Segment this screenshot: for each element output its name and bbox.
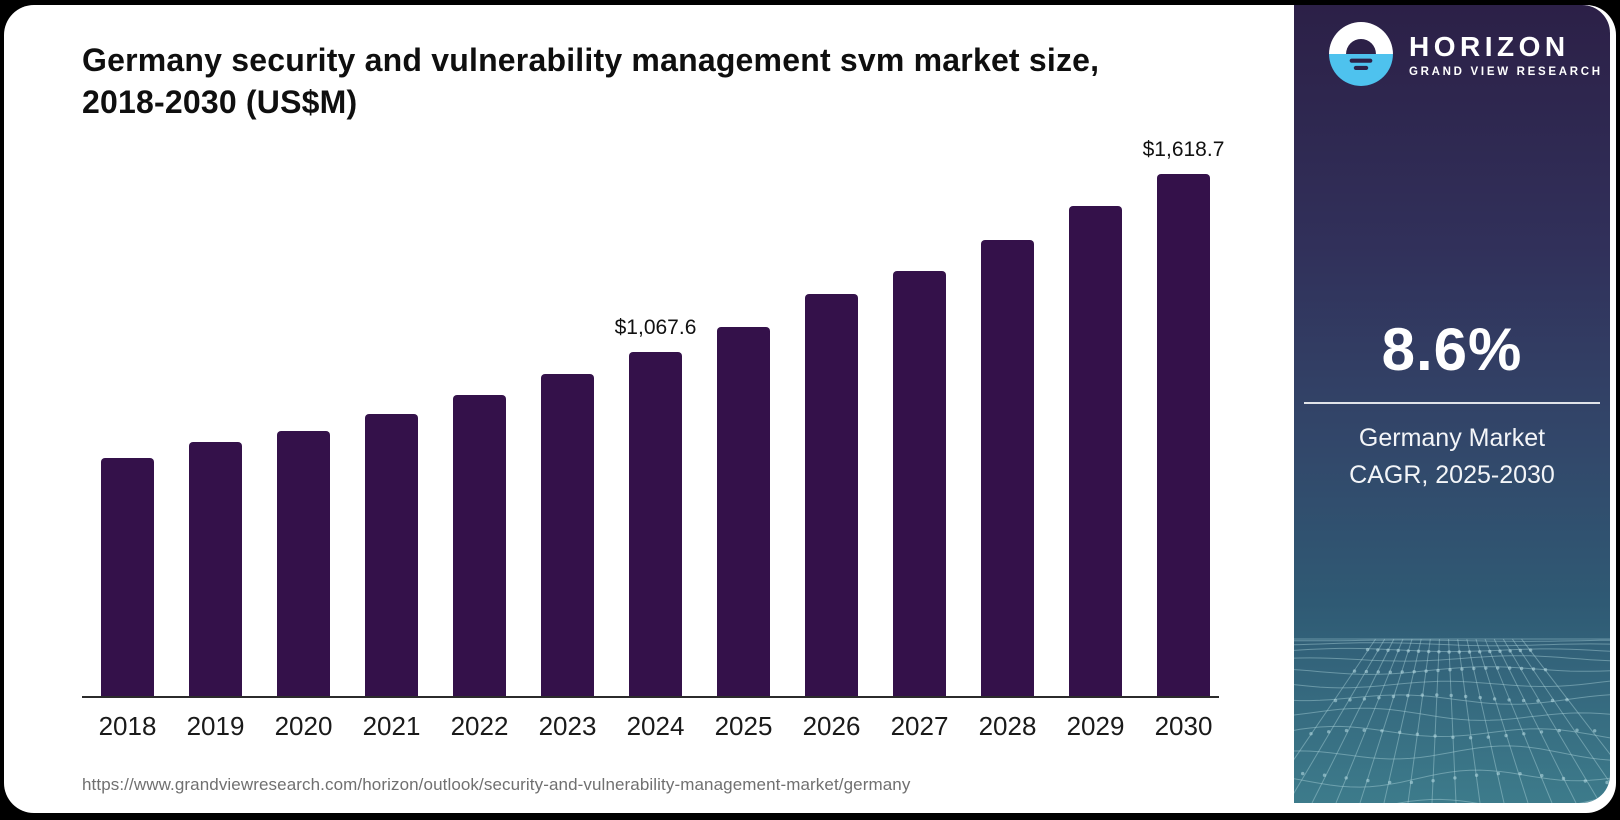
- bar-2021: [365, 414, 418, 697]
- bar-2024: [629, 352, 682, 697]
- bar-2027: [893, 271, 946, 697]
- cagr-stat-block: 8.6% Germany Market CAGR, 2025-2030: [1294, 315, 1610, 494]
- x-tick-2028: 2028: [978, 711, 1037, 741]
- bar-column-2029: [1069, 174, 1122, 697]
- bar-2022: [453, 395, 506, 697]
- infographic-card: Germany security and vulnerability manag…: [4, 5, 1616, 813]
- bar-column-2019: [189, 174, 242, 697]
- brand-logo-row: HORIZON GRAND VIEW RESEARCH: [1328, 21, 1603, 87]
- source-url: https://www.grandviewresearch.com/horizo…: [82, 775, 911, 794]
- x-tick-2026: 2026: [802, 711, 861, 741]
- brand-panel: HORIZON GRAND VIEW RESEARCH 8.6% Germany…: [1294, 5, 1610, 803]
- x-tick-2027: 2027: [890, 711, 949, 741]
- bar-2026: [805, 294, 858, 697]
- brand-name: HORIZON: [1409, 30, 1570, 62]
- bar-column-2030: $1,618.7: [1143, 138, 1224, 697]
- bar-2020: [277, 431, 330, 697]
- bar-column-2020: [277, 174, 330, 697]
- x-tick-2029: 2029: [1066, 711, 1125, 741]
- x-tick-2019: 2019: [186, 711, 245, 741]
- bar-column-2026: [805, 174, 858, 697]
- bar-2019: [189, 442, 242, 697]
- bar-column-2024: $1,067.6: [615, 174, 696, 697]
- bar-chart: $1,067.6 $1,618.7: [101, 138, 1224, 697]
- wireframe-mesh-decoration: [1294, 638, 1610, 803]
- cagr-value: 8.6%: [1381, 316, 1523, 383]
- cagr-label-line1: Germany Market: [1358, 424, 1546, 452]
- bar-column-2022: [453, 174, 506, 697]
- x-tick-2024: 2024: [626, 711, 685, 741]
- x-axis-labels: 2018 2019 2020 2021 2022 2023 2024 2025 2026 2027…: [98, 711, 1213, 742]
- brand-subtitle: GRAND VIEW RESEARCH: [1409, 65, 1603, 78]
- bar-column-2025: [717, 174, 770, 697]
- bar-column-2018: [101, 174, 154, 697]
- cagr-label-line2: CAGR, 2025-2030: [1349, 461, 1555, 489]
- x-tick-2020: 2020: [274, 711, 333, 741]
- chart-title: Germany security and vulnerability manag…: [82, 42, 1100, 120]
- x-tick-2025: 2025: [714, 711, 773, 741]
- x-tick-2030: 2030: [1154, 711, 1213, 741]
- brand-text: HORIZON GRAND VIEW RESEARCH: [1409, 31, 1603, 78]
- horizon-sunrise-icon: [1329, 22, 1393, 86]
- bar-column-2028: [981, 174, 1034, 697]
- x-tick-2018: 2018: [98, 711, 157, 741]
- x-tick-2022: 2022: [450, 711, 509, 741]
- x-tick-2021: 2021: [362, 711, 421, 741]
- data-label-2024: $1,067.6: [614, 316, 697, 339]
- bar-2025: [717, 327, 770, 697]
- data-label-2030: $1,618.7: [1142, 138, 1225, 161]
- stat-divider: [1304, 402, 1600, 404]
- bar-2029: [1069, 206, 1122, 697]
- x-tick-2023: 2023: [538, 711, 597, 741]
- bar-2018: [101, 458, 154, 697]
- bar-2023: [541, 374, 594, 697]
- bar-2030: [1157, 174, 1210, 697]
- bar-column-2023: [541, 174, 594, 697]
- bar-column-2027: [893, 174, 946, 697]
- bar-column-2021: [365, 174, 418, 697]
- bar-2028: [981, 240, 1034, 697]
- x-axis-line: [82, 696, 1219, 698]
